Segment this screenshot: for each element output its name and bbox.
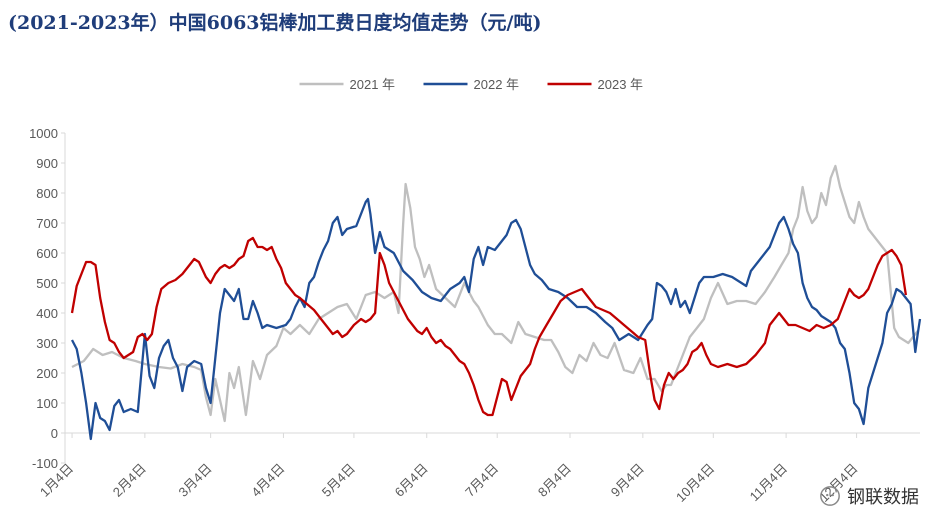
legend-label-3: 2023 年 xyxy=(598,77,644,92)
series-line-3 xyxy=(70,236,908,417)
y-tick-label: 500 xyxy=(36,276,58,291)
y-tick-label: 900 xyxy=(36,156,58,171)
series-lines xyxy=(70,164,922,441)
legend-label-2: 2022 年 xyxy=(474,77,520,92)
series-line-2 xyxy=(70,197,922,441)
series-line-1 xyxy=(71,164,919,423)
watermark: 钢联数据 xyxy=(819,483,919,509)
x-tick-label: 9月4日 xyxy=(608,461,647,500)
x-axis: 1月4日 2月4日 3月4日 4月4日 5月4日 6月4日 7月4日 8月4日 9月4日 10月4… xyxy=(37,432,920,505)
x-tick-label: 3月4日 xyxy=(176,461,215,500)
y-tick-label: -100 xyxy=(32,456,58,471)
x-tick-label: 8月4日 xyxy=(535,461,574,500)
y-tick-label: 300 xyxy=(36,336,58,351)
y-tick-label: 400 xyxy=(36,306,58,321)
wechat-icon xyxy=(820,486,840,506)
y-axis: -100 0 100 200 300 400 500 600 700 800 900 1000 xyxy=(29,126,66,471)
legend-label-1: 2021 年 xyxy=(350,77,396,92)
legend: 2021 年 2022 年 2023 年 xyxy=(299,77,644,92)
chart-title: (2021-2023年）中国6063铝棒加工费日度均值走势（元/吨) xyxy=(8,12,542,34)
y-tick-label: 0 xyxy=(51,426,58,441)
y-tick-label: 800 xyxy=(36,186,58,201)
watermark-text: 钢联数据 xyxy=(847,487,919,508)
x-tick-label: 7月4日 xyxy=(462,461,501,500)
x-tick-label: 4月4日 xyxy=(248,461,287,500)
y-tick-label: 600 xyxy=(36,246,58,261)
x-tick-label: 11月4日 xyxy=(747,461,791,505)
x-tick-label: 5月4日 xyxy=(319,461,358,500)
x-tick-label: 10月4日 xyxy=(673,461,717,505)
x-tick-label: 6月4日 xyxy=(392,461,431,500)
y-tick-label: 100 xyxy=(36,396,58,411)
y-tick-label: 1000 xyxy=(29,126,58,141)
y-tick-label: 700 xyxy=(36,216,58,231)
x-tick-label: 2月4日 xyxy=(110,461,149,500)
y-tick-label: 200 xyxy=(36,366,58,381)
